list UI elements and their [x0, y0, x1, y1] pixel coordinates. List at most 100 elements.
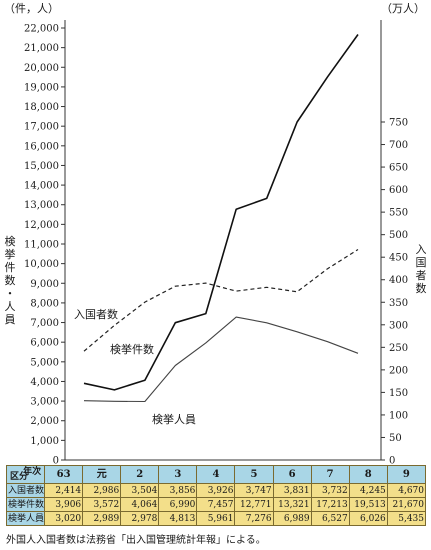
left-tick-label: 16,000: [24, 141, 59, 152]
table-cell: 13,321: [272, 497, 312, 512]
left-tick-label: 13,000: [24, 200, 59, 211]
table-col-header: 9: [386, 465, 427, 484]
series-label-cases: 検挙件数: [110, 342, 154, 356]
left-tick-label: 18,000: [24, 102, 59, 113]
table-cell: 3,020: [44, 511, 84, 526]
table-cell: 17,213: [310, 497, 350, 512]
row-label: 検挙件数(件): [5, 497, 46, 512]
left-tick-label: 10,000: [24, 259, 59, 270]
right-tick-label: 50: [389, 433, 402, 444]
table-cell: 3,926: [196, 483, 236, 498]
plot-frame: [64, 20, 382, 461]
left-tick-label: 14,000: [24, 181, 59, 192]
table-row: 検挙件数(件) 3,906 3,572 4,064 6,990 7,457 12…: [5, 497, 427, 512]
left-tick-label: 6,000: [30, 338, 59, 349]
series-label-persons: 検挙人員: [152, 412, 196, 426]
table-header-category: 区分: [10, 472, 29, 482]
table-row: 入国者数(千人) 2,414 2,986 3,504 3,856 3,926 3…: [5, 483, 427, 498]
table-header-row: 年次 区分 63 元 2 3 4 5 6 7 8 9: [5, 465, 427, 484]
left-tick-label: 19,000: [24, 82, 59, 93]
table-cell: 2,414: [44, 483, 84, 498]
left-tick-label: 20,000: [24, 63, 59, 74]
table-cell: 3,747: [234, 483, 274, 498]
table-cell: 12,771: [234, 497, 274, 512]
left-tick-label: 9,000: [30, 279, 59, 290]
left-tick-label: 4,000: [30, 377, 59, 388]
left-tick-label: 8,000: [30, 298, 59, 309]
table-cell: 3,572: [82, 497, 122, 512]
table-cell: 5,435: [386, 511, 427, 526]
table-cell: 2,986: [82, 483, 122, 498]
table-col-header: 4: [196, 465, 236, 484]
right-unit-label: （万人）: [381, 2, 425, 15]
chart: 0 1,000 2,000 3,000 4,000 5,000 6,000 7,000 8,00…: [4, 2, 427, 466]
right-tick-label: 150: [389, 388, 408, 399]
table-cell: 6,990: [158, 497, 198, 512]
table-cell: 4,064: [120, 497, 160, 512]
right-tick-label: 700: [389, 140, 408, 151]
left-unit-label: （件，人）: [4, 2, 59, 15]
series-line-cases: [83, 34, 359, 391]
table-cell: 7,457: [196, 497, 236, 512]
table-cell: 7,276: [234, 511, 274, 526]
table-col-header: 元: [82, 465, 122, 484]
table-cell: 19,513: [348, 497, 388, 512]
table-col-header: 7: [310, 465, 350, 484]
left-tick-label: 11,000: [24, 240, 59, 251]
left-tick-label: 17,000: [24, 122, 59, 133]
table-cell: 2,989: [82, 511, 122, 526]
right-tick-label: 750: [389, 118, 408, 129]
right-tick-label: 250: [389, 343, 408, 354]
left-tick-label: 21,000: [24, 43, 59, 54]
table-col-header: 2: [120, 465, 160, 484]
right-tick-label: 550: [389, 208, 408, 219]
table-cell: 3,732: [310, 483, 350, 498]
left-tick-label: 15,000: [24, 161, 59, 172]
right-axis-ticks: 0 50 100 150 200 250 300 350 400 450 500 550 600 650 7…: [381, 118, 408, 466]
table-cell: 3,831: [272, 483, 312, 498]
right-tick-label: 500: [389, 230, 408, 241]
left-tick-label: 5,000: [30, 357, 59, 368]
row-label: 検挙人員(人): [5, 511, 46, 526]
left-tick-label: 22,000: [24, 24, 59, 35]
table-cell: 3,504: [120, 483, 160, 498]
left-tick-label: 12,000: [24, 220, 59, 231]
table-cell: 4,670: [386, 483, 427, 498]
table-corner: 年次 区分: [5, 465, 46, 484]
table-cell: 21,670: [386, 497, 427, 512]
series-line-entries: [83, 248, 359, 352]
row-label: 入国者数(千人): [5, 483, 46, 498]
right-tick-label: 300: [389, 320, 408, 331]
table-col-header: 63: [44, 465, 84, 484]
table-col-header: 6: [272, 465, 312, 484]
right-tick-label: 450: [389, 253, 408, 264]
right-tick-label: 600: [389, 185, 408, 196]
left-axis-ticks: 0 1,000 2,000 3,000 4,000 5,000 6,000 7,000 8,00…: [24, 24, 65, 466]
table-cell: 3,906: [44, 497, 84, 512]
table-cell: 6,989: [272, 511, 312, 526]
table-col-header: 3: [158, 465, 198, 484]
left-tick-label: 7,000: [30, 318, 59, 329]
right-tick-label: 100: [389, 410, 408, 421]
left-tick-label: 0: [53, 456, 59, 466]
left-tick-label: 3,000: [30, 397, 59, 408]
right-axis-label: 入国者数: [416, 243, 427, 295]
table-cell: 4,813: [158, 511, 198, 526]
left-axis-label: 検挙件数・人員: [5, 234, 16, 326]
left-tick-label: 2,000: [30, 416, 59, 427]
right-tick-label: 350: [389, 298, 408, 309]
table-cell: 2,978: [120, 511, 160, 526]
data-table: 年次 区分 63 元 2 3 4 5 6 7 8 9 入国者数(千人) 2,41…: [5, 465, 427, 526]
table-row: 検挙人員(人) 3,020 2,989 2,978 4,813 5,961 7,…: [5, 511, 427, 526]
left-tick-label: 1,000: [30, 436, 59, 447]
table-cell: 3,856: [158, 483, 198, 498]
right-tick-label: 400: [389, 275, 408, 286]
series-label-entries: 入国者数: [74, 308, 118, 321]
right-tick-label: 0: [389, 456, 395, 466]
table-cell: 5,961: [196, 511, 236, 526]
table-col-header: 5: [234, 465, 274, 484]
right-tick-label: 200: [389, 365, 408, 376]
right-tick-label: 650: [389, 163, 408, 174]
table-cell: 4,245: [348, 483, 388, 498]
source-note: 外国人入国者数は法務省「出入国管理統計年報」による。: [6, 535, 266, 546]
